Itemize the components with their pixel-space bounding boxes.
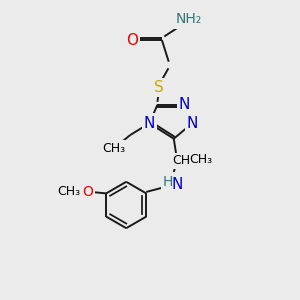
Text: O: O — [125, 31, 139, 49]
Text: N: N — [171, 177, 182, 192]
Text: N: N — [187, 116, 198, 131]
Text: CH₃: CH₃ — [57, 185, 80, 198]
Text: H: H — [163, 175, 173, 189]
Text: CH₃: CH₃ — [187, 152, 214, 167]
Text: CH₃: CH₃ — [54, 184, 82, 200]
Text: CH₃: CH₃ — [189, 153, 212, 166]
Text: O: O — [81, 183, 94, 201]
Text: N: N — [177, 96, 191, 114]
Text: N: N — [185, 114, 199, 132]
Text: N: N — [143, 114, 156, 132]
Text: NH₂: NH₂ — [173, 10, 205, 28]
Text: S: S — [153, 79, 165, 97]
Text: O: O — [82, 185, 93, 199]
Text: CH: CH — [172, 154, 190, 167]
Text: CH₃: CH₃ — [100, 141, 128, 156]
Text: N: N — [178, 97, 190, 112]
Text: S: S — [154, 80, 164, 95]
Text: O: O — [126, 32, 138, 47]
Text: CH: CH — [170, 154, 192, 169]
Text: NH₂: NH₂ — [176, 12, 202, 26]
Text: N: N — [144, 116, 155, 131]
Text: H: H — [162, 173, 174, 191]
Text: CH₃: CH₃ — [102, 142, 125, 155]
Text: N: N — [170, 176, 184, 194]
